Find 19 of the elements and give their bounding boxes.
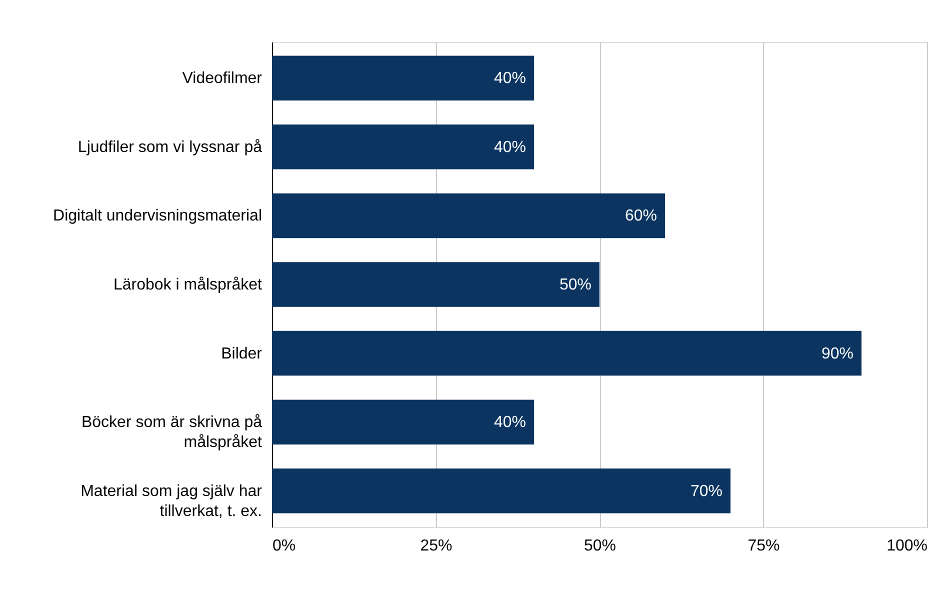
x-tick-label: 25% [420,538,452,554]
y-tick-label: Böcker som är skrivna på målspråket [81,414,263,452]
data-label: 40% [494,138,526,156]
x-tick-label: 75% [748,538,780,554]
x-tick-label: 50% [584,538,616,554]
data-label: 60% [624,208,657,225]
x-tick-label: 100% [886,538,928,554]
data-label: 40% [494,414,526,432]
data-label: 70% [690,482,722,500]
x-tick-label: 0% [272,538,296,554]
y-tick-label: Bilder [221,345,263,362]
y-tick-label: Videofilmer [182,70,263,88]
y-tick-label: Ljudfiler som vi lyssnar på [78,138,262,156]
data-label: 40% [494,70,526,88]
y-tick-label: Material som jag själv har tillverkat, t. ex. [80,482,263,520]
data-label: 50% [559,276,592,294]
y-tick-label: Lärobok i målspråket [113,276,263,294]
data-label: 90% [821,345,854,362]
y-tick-label: Digitalt undervisningsmaterial [53,208,262,225]
